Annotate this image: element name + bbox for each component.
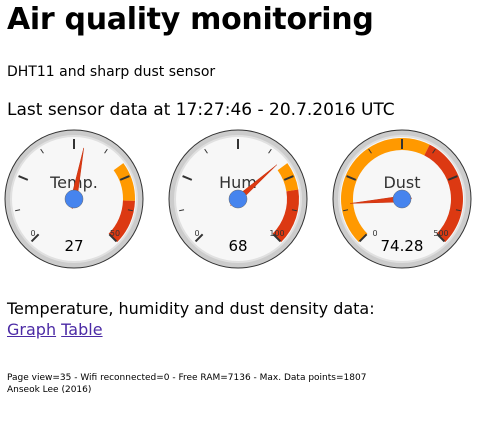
minor-tick [15,209,21,212]
needle-knob [228,189,248,209]
humidity-gauge: Hum 0 100 68 [167,128,309,270]
needle-knob [392,189,412,209]
gauge-max: 50 [110,229,120,238]
major-tick [18,175,29,181]
minor-tick [432,148,436,154]
major-tick [182,175,193,181]
data-section-heading: Temperature, humidity and dust density d… [7,299,375,318]
gauge-value: 74.28 [381,237,424,255]
red-zone [272,189,299,243]
sensor-description: DHT11 and sharp dust sensor [7,64,216,80]
red-zone [424,144,463,243]
minor-tick [343,209,349,212]
major-tick [108,233,118,243]
gauge-label: Hum [219,173,257,192]
major-tick [119,175,130,181]
footer: Page view=35 - Wifi reconnected=0 - Free… [7,372,366,396]
major-tick [346,175,357,181]
gauge-label: Dust [383,173,420,192]
minor-tick [268,148,272,154]
minor-tick [40,148,44,154]
footer-stats: Page view=35 - Wifi reconnected=0 - Free… [7,373,367,383]
last-sensor-data: Last sensor data at 17:27:46 - 20.7.2016… [7,100,395,120]
major-tick [194,233,204,243]
temperature-gauge: Temp. 0 50 27 [3,128,145,270]
major-tick [447,175,458,181]
major-tick [436,233,446,243]
dust-gauge: Dust 0 500 74.28 [331,128,473,270]
gauge-min: 0 [30,229,35,238]
minor-tick [104,148,108,154]
yellow-zone [113,163,135,201]
minor-tick [455,209,461,212]
gauge-min: 0 [372,229,377,238]
graph-link[interactable]: Graph [7,320,57,339]
footer-author: Anseok Lee (2016) [7,385,92,395]
needle-knob [64,189,84,209]
gauge-max: 500 [433,229,448,238]
minor-tick [291,209,297,212]
minor-tick [127,209,133,212]
gauge-value: 27 [64,237,83,255]
major-tick [30,233,40,243]
data-links: Graph Table [7,320,103,339]
gauge-value: 68 [228,237,247,255]
major-tick [358,233,368,243]
yellow-zone [341,138,430,243]
gauge-min: 0 [194,229,199,238]
minor-tick [204,148,208,154]
table-link[interactable]: Table [61,320,103,339]
major-tick [283,175,294,181]
minor-tick [179,209,185,212]
red-zone [108,200,135,243]
page-title: Air quality monitoring [7,2,374,37]
gauges-panel: Temp. 0 50 27 Hum 0 100 68 [0,128,491,270]
gauge-max: 100 [269,229,284,238]
major-tick [272,233,282,243]
minor-tick [368,148,372,154]
gauge-label: Temp. [49,173,98,192]
